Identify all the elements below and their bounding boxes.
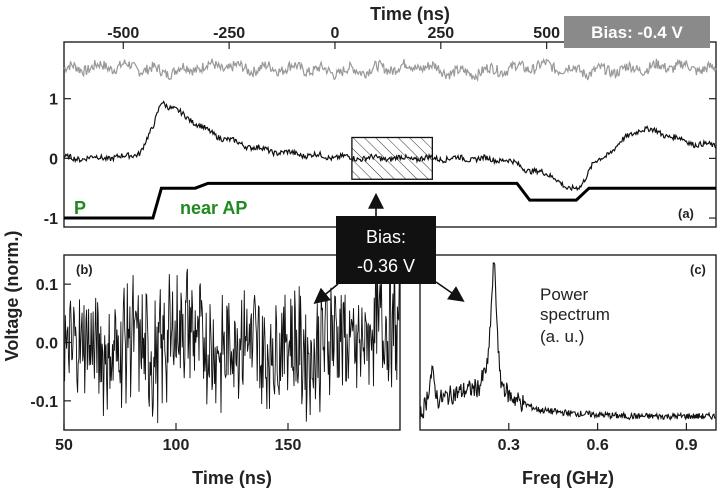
panel-b-x-tick-label: 150 bbox=[275, 437, 302, 454]
panel-b-y-tick-label: 0.1 bbox=[36, 277, 58, 294]
top-x-tick-label: -250 bbox=[213, 25, 245, 42]
y-tick-label-a: -1 bbox=[44, 211, 58, 228]
panel-c-series bbox=[419, 262, 717, 421]
top-x-axis-title: Time (ns) bbox=[370, 4, 450, 24]
panel-b-x-axis-title: Time (ns) bbox=[192, 468, 272, 488]
callout-bg bbox=[336, 216, 436, 284]
panel-c-x-tick-label: 0.6 bbox=[586, 437, 608, 454]
panel-a-letter: (a) bbox=[678, 206, 694, 221]
panel-b-y-ticks: 0.1 0.0 -0.1 bbox=[30, 277, 71, 411]
panel-c-x-tick-label: 0.9 bbox=[675, 437, 697, 454]
panel-c-letter: (c) bbox=[690, 262, 706, 277]
panel-b-y-tick-label: 0.0 bbox=[36, 336, 58, 353]
panel-b-y-tick-label: -0.1 bbox=[30, 394, 58, 411]
power-label-line1: Power bbox=[540, 285, 589, 304]
panel-a-series-line bbox=[63, 57, 717, 83]
panel-b-series bbox=[63, 259, 401, 424]
panel-c-x-tick-label: 0.3 bbox=[498, 437, 520, 454]
y-tick-label-a: 0 bbox=[49, 151, 58, 168]
panel-c-x-axis-title: Freq (GHz) bbox=[522, 468, 614, 488]
callout-line2: -0.36 V bbox=[357, 256, 415, 276]
panel-a: Time (ns) -500 -250 0 250 500 1 0 -1 P near AP… bbox=[44, 4, 717, 228]
callout-line1: Bias: bbox=[366, 227, 406, 247]
top-x-tick-label: 250 bbox=[427, 25, 454, 42]
y-tick-label-a: 1 bbox=[49, 92, 58, 109]
callout-arrow-left bbox=[313, 283, 339, 305]
label-p: P bbox=[74, 198, 86, 218]
power-label-line2: spectrum bbox=[540, 305, 610, 324]
power-label-line3: (a. u.) bbox=[540, 327, 584, 346]
panel-c: 0.3 0.6 0.9 Freq (GHz) (c) Power spectrum … bbox=[419, 254, 717, 488]
bias-badge-bg bbox=[564, 16, 710, 48]
top-x-tick-label: 0 bbox=[331, 25, 340, 42]
panel-b-series-line bbox=[63, 259, 401, 424]
zoom-region-box bbox=[351, 136, 433, 180]
y-axis-title: Voltage (norm.) bbox=[2, 231, 22, 362]
panel-c-series-line bbox=[419, 262, 717, 421]
top-x-tick-label: 500 bbox=[533, 25, 560, 42]
bias-badge: Bias: -0.4 V bbox=[564, 16, 710, 48]
bias-badge-text: Bias: -0.4 V bbox=[591, 23, 683, 42]
panel-a-series-line bbox=[64, 181, 716, 220]
label-near-ap: near AP bbox=[180, 198, 247, 218]
callout-arrow-right bbox=[435, 281, 465, 302]
top-x-tick-label: -500 bbox=[107, 25, 139, 42]
top-x-ticks: -500 -250 0 250 500 bbox=[107, 25, 560, 49]
panel-c-x-ticks: 0.3 0.6 0.9 bbox=[498, 423, 698, 454]
panel-b: 50 100 150 0.1 0.0 -0.1 Time (ns) (b) bbox=[30, 254, 401, 488]
panel-b-x-tick-label: 100 bbox=[163, 437, 190, 454]
panel-c-frame bbox=[419, 254, 717, 431]
panel-b-letter: (b) bbox=[76, 262, 93, 277]
bias-callout: Bias: -0.36 V bbox=[313, 192, 465, 305]
panel-b-x-ticks: 50 100 150 bbox=[55, 423, 301, 454]
panel-b-x-tick-label: 50 bbox=[55, 437, 73, 454]
